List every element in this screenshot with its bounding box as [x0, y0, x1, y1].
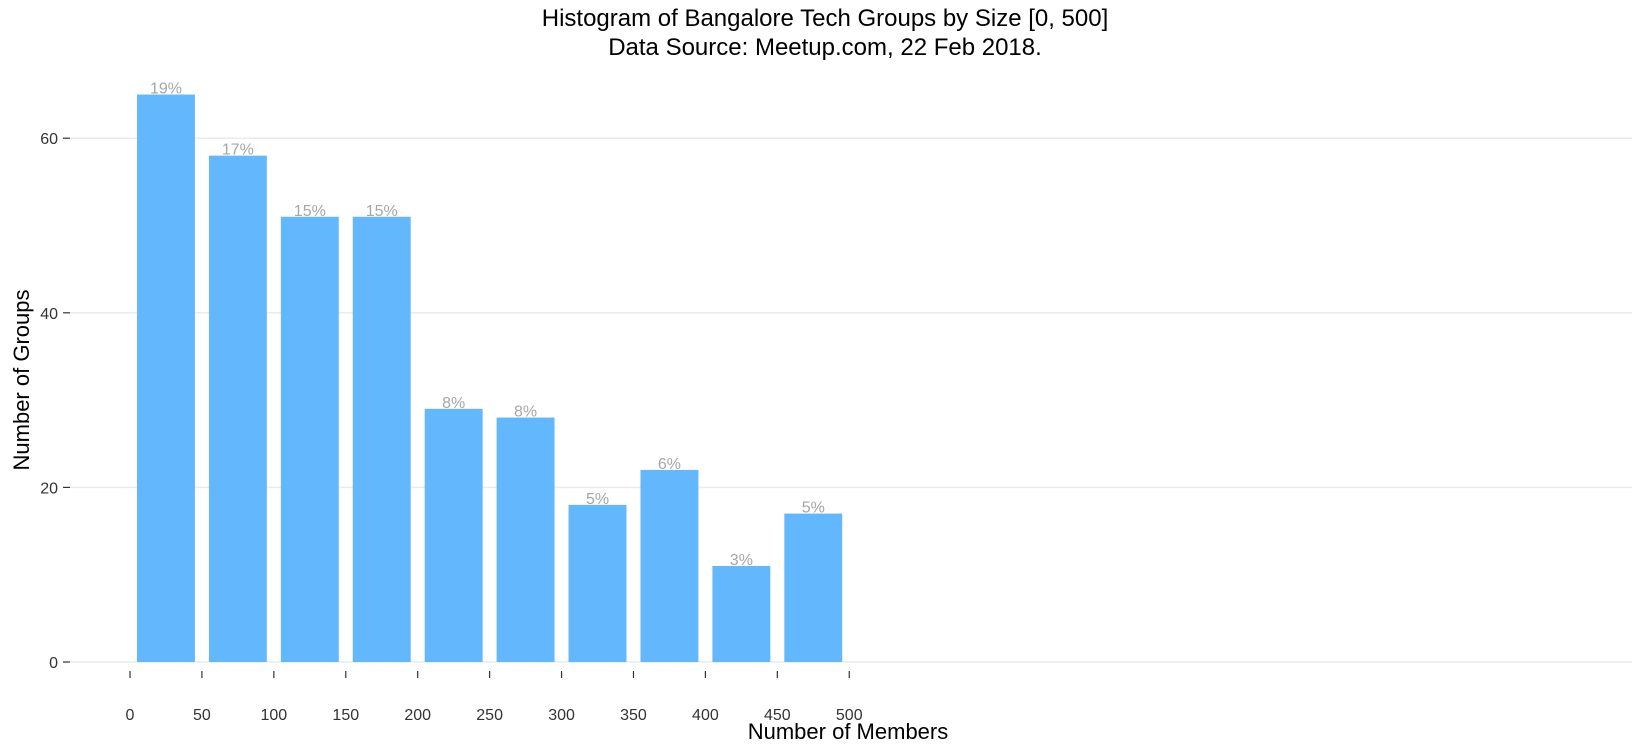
bar-labels: 19% 17% 15% 15% 8% 8% 5% 6% 3% 5% [150, 81, 825, 569]
bar-percent-label: 6% [658, 456, 681, 473]
y-axis-title: Number of Groups [9, 290, 34, 471]
y-tick-label: 0 [49, 655, 58, 672]
bar-percent-label: 8% [514, 404, 537, 421]
bar-percent-label: 15% [294, 203, 326, 220]
bar-percent-label: 3% [730, 552, 753, 569]
x-tick-label: 450 [764, 707, 791, 724]
y-tick-label: 40 [40, 306, 58, 323]
x-tick-label: 0 [126, 707, 135, 724]
histogram-bar [568, 504, 627, 662]
x-axis: 0 50 100 150 200 250 300 350 400 450 500 [126, 671, 863, 724]
bar-percent-label: 15% [366, 203, 398, 220]
y-tick-label: 20 [40, 480, 58, 497]
chart-title: Histogram of Bangalore Tech Groups by Si… [542, 5, 1109, 32]
x-tick-label: 100 [260, 707, 287, 724]
chart-subtitle: Data Source: Meetup.com, 22 Feb 2018. [608, 34, 1042, 61]
x-axis-title: Number of Members [748, 719, 949, 744]
y-tick-label: 60 [40, 131, 58, 148]
bar-percent-label: 5% [802, 500, 825, 517]
histogram-bar [784, 513, 843, 662]
histogram-bar [208, 155, 267, 662]
y-axis: 0 20 40 60 [40, 131, 70, 672]
x-tick-label: 300 [548, 707, 575, 724]
histogram-bar [424, 408, 483, 662]
bar-percent-label: 8% [442, 395, 465, 412]
histogram-bar [352, 216, 411, 662]
x-tick-label: 200 [404, 707, 431, 724]
histogram-bar [712, 565, 771, 662]
x-tick-label: 250 [476, 707, 503, 724]
x-tick-label: 150 [332, 707, 359, 724]
bar-percent-label: 17% [222, 142, 254, 159]
bars [137, 94, 843, 663]
x-tick-label: 50 [193, 707, 211, 724]
x-tick-label: 350 [620, 707, 647, 724]
x-tick-label: 500 [836, 707, 863, 724]
histogram-bar [496, 417, 555, 662]
histogram-bar [280, 216, 339, 662]
bar-percent-label: 5% [586, 491, 609, 508]
histogram-bar [640, 469, 699, 662]
histogram-bar [137, 94, 195, 663]
x-tick-label: 400 [692, 707, 719, 724]
bar-percent-label: 19% [150, 81, 182, 98]
